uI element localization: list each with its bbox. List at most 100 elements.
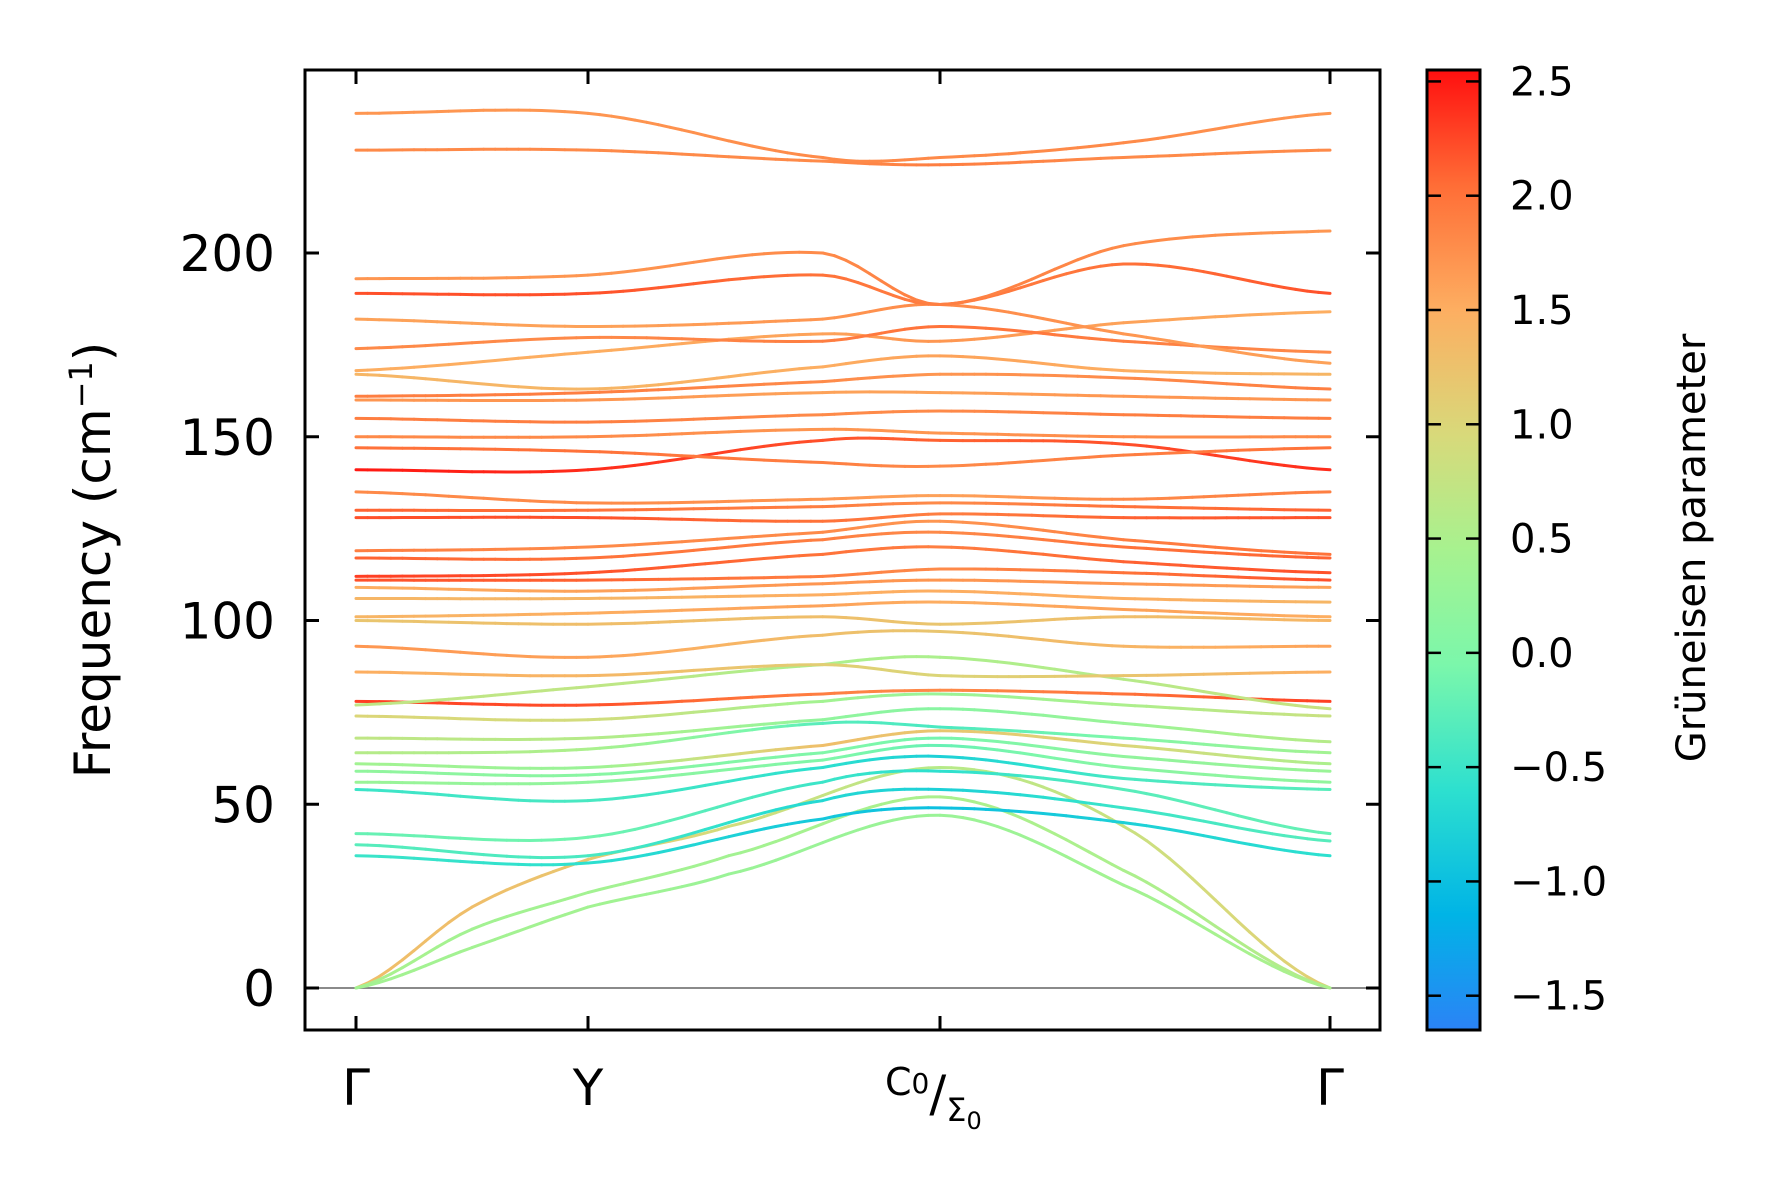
band-segment	[1064, 669, 1080, 675]
band-segment	[1294, 835, 1309, 841]
band-segment	[868, 748, 883, 754]
band-segment	[891, 158, 907, 163]
band-segment	[950, 630, 965, 635]
band-segment	[400, 968, 416, 977]
band-segment	[470, 852, 486, 857]
band-segment	[715, 768, 731, 773]
band-segment	[1145, 824, 1160, 829]
band-segment	[563, 894, 578, 901]
band-segment	[984, 590, 999, 595]
band-segment	[1190, 549, 1206, 554]
band-segment	[1248, 930, 1263, 944]
band-segment	[961, 798, 976, 804]
band-segment	[692, 417, 707, 421]
band-segment	[621, 553, 637, 558]
band-segment	[1179, 450, 1194, 455]
band-segment	[1317, 761, 1332, 766]
band-segment	[598, 772, 613, 776]
band-segment	[1236, 784, 1252, 789]
band-segment	[1064, 364, 1080, 369]
band-segment	[1099, 803, 1114, 808]
band-segment	[1190, 728, 1206, 733]
band-segment	[1099, 752, 1114, 757]
band-segment	[645, 150, 660, 155]
band-segment	[984, 547, 999, 552]
band-segment	[1225, 575, 1240, 579]
band-segment	[668, 885, 684, 891]
band-segment	[1236, 710, 1252, 715]
band-segment	[961, 707, 976, 712]
band-9	[354, 736, 1332, 778]
band-segment	[610, 270, 625, 275]
band-segment	[656, 565, 672, 570]
band-28	[354, 490, 1332, 505]
band-segment	[1122, 883, 1137, 892]
band-segment	[493, 692, 509, 697]
band-segment	[797, 318, 813, 322]
band-segment	[903, 520, 918, 524]
band-segment	[1064, 769, 1080, 775]
band-segment	[1179, 727, 1194, 732]
band-segment	[1030, 811, 1045, 815]
band-segment	[903, 338, 918, 343]
band-segment	[1076, 733, 1091, 738]
band-segment	[1076, 860, 1091, 870]
band-segment	[680, 771, 696, 777]
band-segment	[1133, 546, 1148, 550]
band-segment	[1167, 684, 1183, 690]
band-segment	[377, 373, 393, 378]
band-segment	[1122, 139, 1137, 145]
colorbar-title: Grüneisen parameter	[1669, 333, 1715, 762]
band-segment	[821, 777, 836, 784]
band-segment	[1305, 112, 1320, 117]
band-segment	[961, 767, 976, 772]
band-segment	[692, 645, 707, 651]
band-segment	[868, 523, 883, 528]
band-segment	[470, 340, 486, 345]
band-segment	[1294, 358, 1309, 363]
band-segment	[389, 973, 404, 981]
band-segment	[1110, 559, 1125, 564]
band-segment	[1190, 750, 1206, 755]
band-segment	[1294, 768, 1309, 772]
band-segment	[412, 952, 428, 963]
band-segment	[762, 664, 778, 668]
band-segment	[739, 155, 754, 160]
band-segment	[1133, 539, 1148, 543]
band-segment	[621, 385, 637, 390]
band-segment	[750, 320, 766, 324]
band-segment	[621, 672, 637, 677]
band-segment	[1259, 785, 1275, 790]
band-segment	[938, 795, 953, 800]
band-segment	[832, 603, 848, 607]
band-segment	[656, 887, 672, 894]
band-segment	[610, 778, 625, 783]
band-segment	[903, 297, 918, 304]
band-segment	[774, 555, 789, 560]
band-segment	[703, 561, 719, 566]
band-segment	[680, 341, 696, 346]
band-segment	[1053, 363, 1068, 368]
band-segment	[656, 382, 672, 387]
band-segment	[621, 568, 637, 573]
band-12	[354, 707, 1332, 744]
band-segment	[1236, 575, 1252, 580]
band-segment	[915, 672, 930, 677]
band-segment	[377, 832, 393, 837]
band-segment	[540, 337, 555, 341]
band-segment	[1317, 830, 1332, 836]
band-segment	[633, 150, 649, 154]
band-segment	[844, 159, 860, 163]
band-segment	[1030, 603, 1045, 608]
band-segment	[458, 380, 474, 385]
band-segment	[1053, 604, 1068, 609]
band-segment	[447, 912, 462, 924]
band-segment	[1317, 111, 1332, 116]
band-segment	[961, 756, 976, 761]
band-segment	[1236, 695, 1252, 701]
band-segment	[891, 304, 907, 309]
band-segment	[1030, 149, 1045, 154]
band-segment	[1167, 264, 1183, 270]
band-segment	[774, 459, 789, 463]
band-segment	[574, 273, 590, 278]
